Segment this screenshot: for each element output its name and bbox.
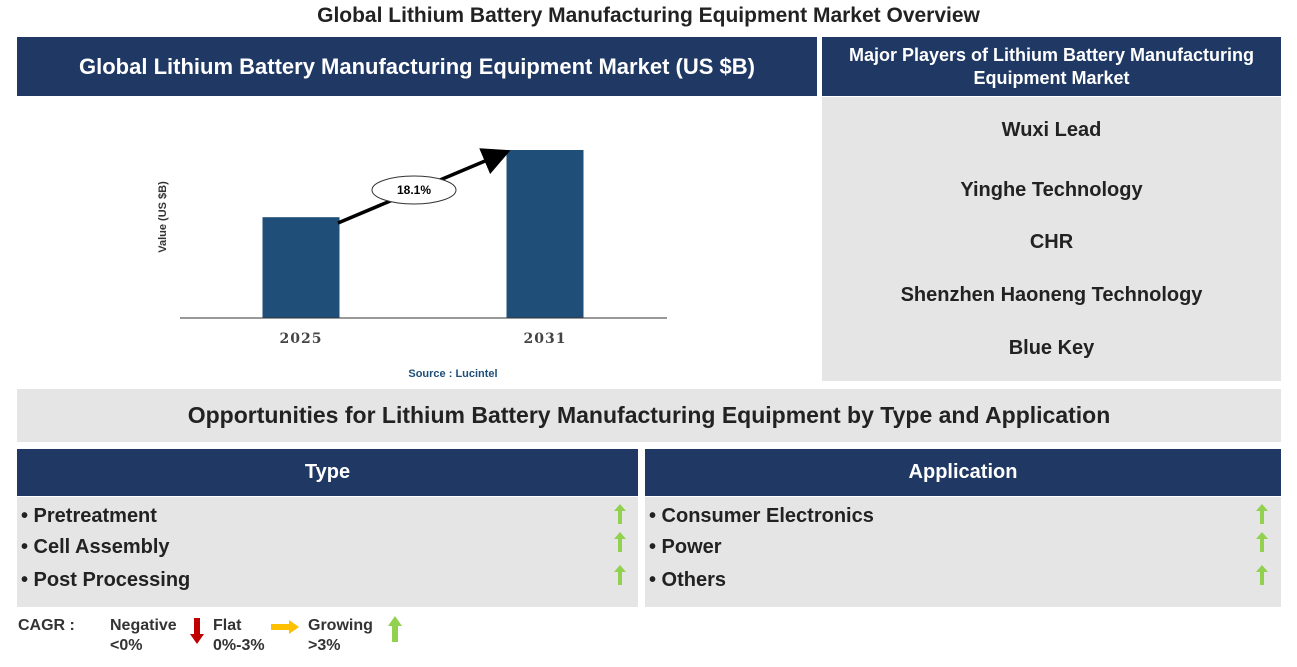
chart-header: Global Lithium Battery Manufacturing Equ… xyxy=(17,37,817,96)
negative-arrow-icon xyxy=(190,618,204,644)
application-item: • Others xyxy=(649,569,727,591)
player-item: Wuxi Lead xyxy=(1001,119,1102,141)
player-item: Yinghe Technology xyxy=(960,179,1143,201)
page-title: Global Lithium Battery Manufacturing Equ… xyxy=(317,4,980,27)
players-header: Major Players of Lithium Battery Manufac… xyxy=(822,37,1281,96)
growing-arrow-icon xyxy=(388,616,402,642)
legend-flat-name: Flat xyxy=(213,617,242,634)
cagr-label: 18.1% xyxy=(397,183,431,197)
growing-arrow-icon xyxy=(1256,504,1268,524)
legend-flat-range: 0%-3% xyxy=(213,637,265,654)
player-item: CHR xyxy=(1029,231,1074,253)
player-item: Shenzhen Haoneng Technology xyxy=(900,284,1203,306)
opportunities-title: Opportunities for Lithium Battery Manufa… xyxy=(17,389,1281,442)
growing-arrow-icon xyxy=(1256,565,1268,585)
type-list: • Pretreatment • Cell Assembly • Post Pr… xyxy=(17,497,638,607)
application-list: • Consumer Electronics • Power • Others xyxy=(645,497,1281,607)
type-item: • Pretreatment xyxy=(21,505,157,527)
bar-2025 xyxy=(262,217,340,318)
x-tick-label: 2031 xyxy=(524,331,567,347)
legend-growing-name: Growing xyxy=(308,617,373,634)
application-item: • Power xyxy=(649,536,722,558)
legend-negative-name: Negative xyxy=(110,617,177,634)
legend-negative-range: <0% xyxy=(110,637,143,654)
type-item: • Post Processing xyxy=(21,569,191,591)
application-item: • Consumer Electronics xyxy=(649,505,874,527)
player-item: Blue Key xyxy=(1008,337,1095,359)
growing-arrow-icon xyxy=(1256,532,1268,552)
growing-arrow-icon xyxy=(614,504,626,524)
type-item: • Cell Assembly xyxy=(21,536,170,558)
growing-arrow-icon xyxy=(614,565,626,585)
players-list: Wuxi Lead Yinghe Technology CHR Shenzhen… xyxy=(822,97,1281,381)
growing-arrow-icon xyxy=(614,532,626,552)
legend-growing-range: >3% xyxy=(308,637,341,654)
y-axis-label: Value (US $B) xyxy=(157,181,169,253)
source-label: Source : Lucintel xyxy=(408,368,497,380)
flat-arrow-icon xyxy=(271,620,299,634)
x-tick-label: 2025 xyxy=(280,331,323,347)
bar-chart: Value (US $B) 2025 2031 18.1% Source : Lu… xyxy=(157,148,667,380)
cagr-ellipse xyxy=(371,175,457,205)
type-header: Type xyxy=(17,449,638,496)
application-header: Application xyxy=(645,449,1281,496)
bar-2031 xyxy=(506,150,584,318)
legend-label: CAGR : xyxy=(18,617,75,634)
